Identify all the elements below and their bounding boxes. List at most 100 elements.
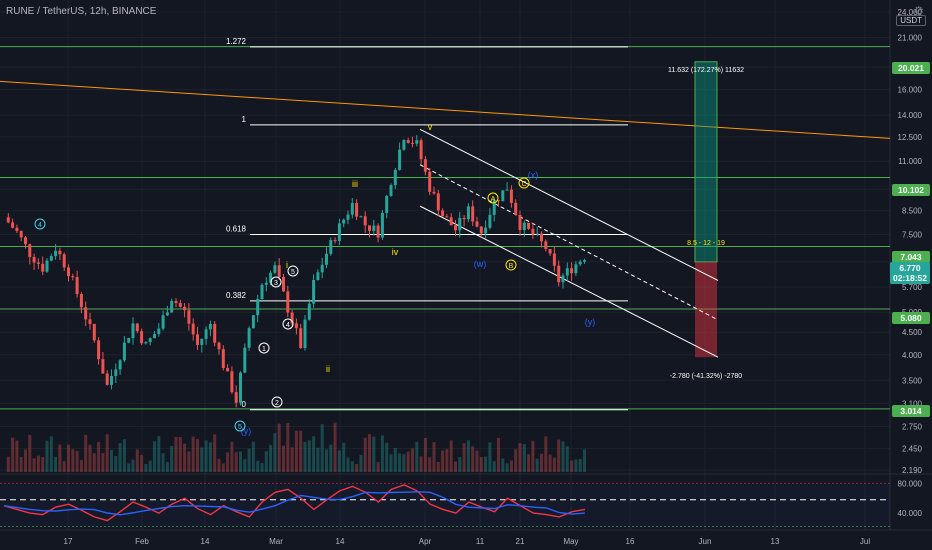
volume-bar bbox=[62, 461, 66, 472]
candle-body bbox=[406, 140, 410, 143]
volume-bar bbox=[6, 456, 10, 472]
volume-bar bbox=[161, 453, 165, 472]
volume-bar bbox=[578, 459, 582, 472]
wave-label-cyan: 4 bbox=[38, 222, 42, 229]
y-tick-label: 4.500 bbox=[902, 328, 923, 337]
candle-body bbox=[574, 264, 578, 274]
volume-bar bbox=[286, 423, 290, 472]
volume-bar bbox=[393, 448, 397, 472]
y-tick-label: 14.000 bbox=[898, 111, 923, 120]
candle-body bbox=[217, 342, 221, 350]
candle-body bbox=[49, 256, 53, 261]
x-tick-label: Feb bbox=[135, 537, 149, 546]
candle-body bbox=[355, 202, 359, 217]
level-badge-3014: 3.014 bbox=[892, 405, 930, 417]
volume-bar bbox=[342, 442, 346, 472]
wave-label-circled-white: 2 bbox=[275, 400, 279, 407]
volume-bar bbox=[200, 447, 204, 472]
chart-header: RUNE / TetherUS, 12h, BINANCE bbox=[6, 6, 157, 17]
wave-label-blue: (x) bbox=[528, 170, 539, 180]
volume-bar bbox=[389, 454, 393, 472]
volume-bar bbox=[462, 443, 466, 472]
candle-body bbox=[475, 221, 479, 227]
volume-bar bbox=[131, 459, 135, 472]
candle-body bbox=[191, 323, 195, 335]
candle-body bbox=[393, 169, 397, 186]
candle-body bbox=[127, 338, 131, 343]
candle-body bbox=[230, 371, 234, 393]
candle-body bbox=[570, 268, 574, 274]
wave-label-circled-yellow: A bbox=[491, 196, 496, 203]
candle-body bbox=[286, 291, 290, 313]
candle-body bbox=[213, 323, 217, 343]
candle-body bbox=[79, 294, 83, 308]
x-tick-label: Mar bbox=[269, 537, 283, 546]
candle-body bbox=[41, 263, 45, 272]
fib-label: 0.382 bbox=[226, 291, 247, 300]
volume-bar bbox=[84, 434, 88, 472]
volume-bar bbox=[402, 454, 406, 472]
candle-body bbox=[243, 347, 247, 373]
volume-bar bbox=[423, 438, 427, 472]
volume-bar bbox=[221, 463, 225, 472]
volume-bar bbox=[492, 461, 496, 472]
wave-label-circled-white-ring bbox=[258, 342, 270, 354]
timeframe[interactable]: 12h bbox=[89, 6, 107, 17]
candle-body bbox=[509, 189, 513, 203]
candle-body bbox=[325, 253, 328, 265]
currency-button[interactable]: USDT bbox=[896, 15, 926, 26]
volume-bar bbox=[118, 443, 122, 472]
y-tick-label: 4.000 bbox=[902, 351, 923, 360]
volume-bar bbox=[385, 442, 389, 472]
candle-body bbox=[385, 195, 389, 213]
candle-body bbox=[445, 216, 449, 218]
volume-bar bbox=[497, 437, 500, 472]
candle-body bbox=[398, 149, 402, 170]
wave-label-blue: (y) bbox=[241, 426, 252, 436]
wave-label-yellow: ii bbox=[326, 364, 330, 374]
candle-body bbox=[273, 265, 277, 273]
volume-bar bbox=[28, 434, 32, 472]
candle-body bbox=[411, 142, 414, 144]
volume-bar bbox=[196, 439, 199, 472]
volume-bar bbox=[251, 441, 255, 472]
wave-label-yellow: iii bbox=[352, 179, 358, 189]
volume-bar bbox=[565, 446, 569, 472]
candle-body bbox=[239, 372, 242, 403]
y-tick-label: 2.450 bbox=[902, 445, 923, 454]
candle-body bbox=[449, 217, 453, 226]
symbol-name[interactable]: RUNE / TetherUS bbox=[6, 6, 85, 17]
channel-upper bbox=[419, 128, 719, 281]
candle-body bbox=[71, 276, 75, 278]
volume-bar bbox=[19, 456, 23, 472]
x-tick-label: 21 bbox=[516, 537, 525, 546]
volume-bar bbox=[191, 436, 195, 472]
candle-body bbox=[92, 323, 96, 341]
candle-body bbox=[389, 185, 393, 196]
candle-body bbox=[290, 312, 294, 324]
candle-body bbox=[307, 303, 311, 320]
candle-body bbox=[419, 140, 423, 160]
candle-body bbox=[114, 369, 118, 376]
gear-icon[interactable]: ⚙ bbox=[913, 4, 924, 18]
y-tick-label: 16.000 bbox=[898, 86, 923, 95]
candle-body bbox=[454, 225, 457, 231]
volume-bar bbox=[303, 441, 307, 472]
volume-bar bbox=[243, 459, 247, 472]
candle-body bbox=[312, 279, 316, 304]
candle-body bbox=[118, 360, 122, 370]
candle-body bbox=[256, 298, 260, 316]
volume-bar bbox=[544, 436, 548, 472]
candle-body bbox=[153, 334, 156, 339]
volume-bar bbox=[436, 461, 440, 472]
volume-bar bbox=[282, 445, 285, 472]
volume-bar bbox=[32, 458, 36, 472]
candle-body bbox=[62, 254, 66, 268]
last-price: 6.770 bbox=[899, 263, 921, 273]
volume-bar bbox=[148, 460, 152, 472]
wave-label-yellow: v bbox=[428, 122, 433, 132]
volume-bar bbox=[256, 460, 260, 472]
candle-body bbox=[346, 214, 350, 220]
volume-bar bbox=[127, 463, 131, 472]
